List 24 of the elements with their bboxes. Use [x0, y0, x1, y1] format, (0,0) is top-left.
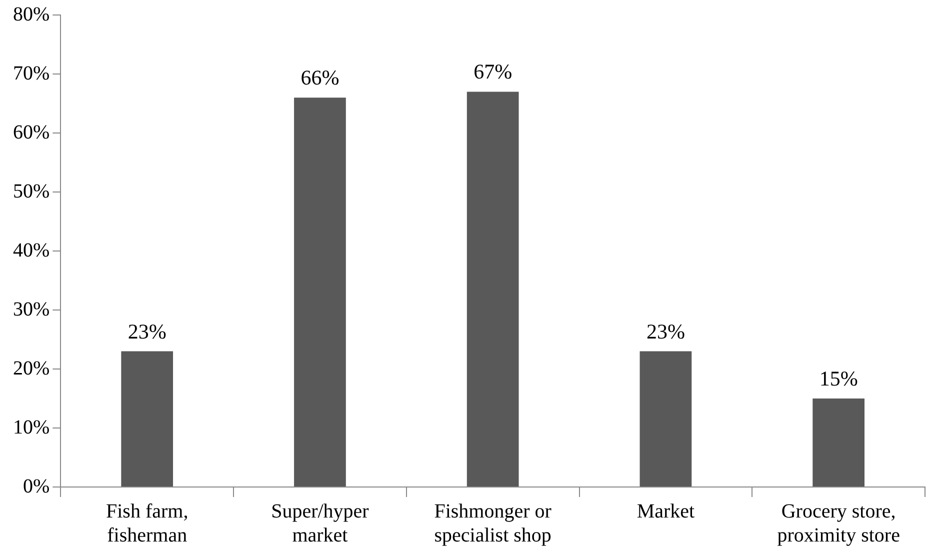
x-tick-label: Grocery store, proximity store — [777, 500, 900, 546]
x-tick-label: Fishmonger or specialist shop — [434, 500, 552, 546]
data-label: 23% — [128, 319, 166, 344]
bar — [466, 92, 519, 486]
x-tick-label: Super/hyper market — [271, 500, 370, 546]
y-tick-label: 0% — [22, 475, 50, 498]
x-tick-label: Fish farm, fisherman — [106, 500, 188, 546]
y-tick-label: 60% — [12, 121, 50, 144]
x-tick-label: Market — [636, 500, 696, 522]
y-tick-label: 20% — [12, 357, 50, 380]
y-tick-label: 30% — [12, 298, 50, 320]
data-label: 66% — [300, 66, 340, 90]
y-tick-label: 50% — [12, 180, 50, 202]
data-label: 23% — [646, 319, 685, 344]
data-label: 15% — [819, 366, 858, 391]
bar — [294, 98, 346, 486]
data-label: 67% — [474, 60, 512, 84]
y-tick-label: 80% — [12, 3, 50, 26]
bar — [640, 351, 692, 486]
y-tick-label: 70% — [12, 62, 50, 84]
bar — [121, 351, 174, 486]
y-tick-label: 10% — [12, 416, 50, 438]
bar — [812, 398, 864, 486]
y-tick-label: 40% — [12, 239, 50, 262]
